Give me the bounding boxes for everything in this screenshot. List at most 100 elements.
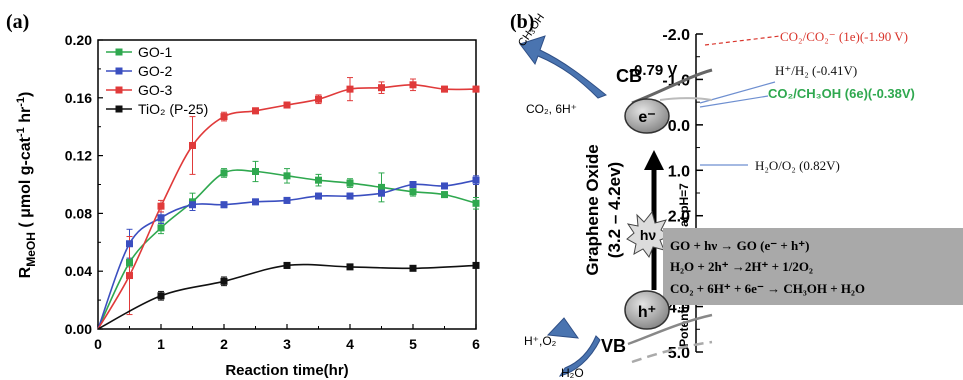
legend-swatch-marker [115, 67, 123, 75]
potential-tick-label: -1.0 [662, 72, 690, 89]
y-axis-title-close: ) [17, 92, 34, 97]
level-label-co2-radical: CO₂/CO₂⁻ (1e)(-1.90 V) [780, 29, 908, 44]
y-tick-label: 0.12 [65, 148, 92, 164]
data-point [346, 192, 354, 200]
series-markers [126, 81, 480, 300]
data-point [220, 113, 228, 121]
y-tick-label: 0.20 [65, 32, 92, 48]
bandgap-label: (3.2 – 4.2ev) [605, 162, 624, 258]
data-point [472, 261, 480, 269]
reaction-line-3: CO₂ + 6H⁺ + 6e⁻ → CH₃OH + H₂O [670, 281, 865, 296]
y-axis-title-sup1: -1 [15, 127, 27, 137]
data-point [409, 181, 417, 188]
band-diagram: -2.0-1.00.01.02.03.04.05.0 Potential Vs … [516, 12, 963, 380]
y-axis-ticks: 0.00 0.04 0.08 0.12 0.16 0.20 [65, 32, 103, 337]
legend-label: GO-1 [138, 44, 172, 60]
legend-swatch-marker [115, 105, 123, 113]
series-line-3 [97, 263, 477, 330]
data-point [441, 85, 448, 93]
y-axis-title-sub: MeOH [24, 232, 38, 267]
data-point [126, 259, 133, 267]
data-point [283, 196, 291, 204]
data-point [378, 84, 385, 92]
x-tick-label: 5 [409, 336, 417, 352]
data-point [441, 182, 448, 190]
data-point [472, 176, 480, 184]
x-tick-label: 2 [220, 336, 228, 352]
vb-band-curve-dashed [631, 340, 713, 364]
y-axis-title-main: R [17, 266, 34, 278]
chart-legend: GO-1 GO-2 GO-3 TiO₂ (P-25) [106, 44, 208, 117]
y-axis-title-sup2: -1 [15, 97, 27, 107]
y-tick-label: 0.04 [65, 263, 92, 279]
legend-swatch-marker [115, 86, 123, 94]
data-point [157, 214, 165, 222]
legend-label: GO-3 [138, 82, 172, 98]
cb-label: CB [616, 66, 642, 86]
panel-a-label: (a) [6, 11, 29, 33]
data-point [409, 81, 417, 89]
data-point [220, 169, 228, 177]
data-point [220, 277, 228, 285]
reaction-line-1: GO + hν → GO (e⁻ + h⁺) [670, 238, 809, 253]
photon-burst [626, 210, 672, 259]
top-reactants-label: CO₂, 6H⁺ [526, 102, 577, 116]
photon-label: hν [640, 227, 657, 243]
data-point [189, 201, 196, 209]
legend-label: GO-2 [138, 63, 172, 79]
reduction-arrow [519, 35, 607, 99]
data-point [252, 198, 259, 206]
data-point [409, 264, 417, 272]
data-point [157, 202, 165, 210]
potential-tick-label: 0.0 [668, 118, 690, 135]
x-tick-label: 0 [94, 336, 102, 352]
cb-band-curve-2 [659, 97, 713, 101]
y-axis-title-mid: hr [17, 107, 34, 127]
level-line-co2-radical [704, 35, 781, 46]
data-point [283, 101, 291, 109]
data-point [346, 263, 354, 271]
material-label: Graphene Oxide [583, 144, 602, 275]
data-point [126, 240, 133, 248]
data-point [157, 224, 165, 232]
vb-label: VB [601, 336, 626, 356]
cb-potential: -0.79 V [629, 62, 677, 79]
x-axis-ticks: 0 1 2 3 4 5 6 [94, 324, 480, 352]
data-point [378, 189, 385, 197]
potential-tick-label: 2.0 [668, 209, 690, 226]
potential-tick-label: -2.0 [662, 27, 690, 44]
level-line-ch3oh [699, 95, 769, 108]
y-axis-title: RMeOH ( μmol g-cat-1 hr-1) [15, 92, 38, 279]
y-axis-title-unit: ( μmol g-cat [17, 136, 34, 232]
series-line-2 [97, 83, 477, 330]
data-point [283, 172, 291, 180]
data-point [346, 85, 354, 93]
bottom-reactant-label: H₂O [561, 366, 584, 380]
level-line-h2 [699, 81, 776, 104]
reaction-line-2: H₂O + 2h⁺ →2H⁺ + 1/2O₂ [670, 259, 813, 274]
oxidation-arrow [546, 317, 601, 377]
bottom-product-label: H⁺,O₂ [524, 334, 557, 348]
x-tick-label: 1 [157, 336, 165, 352]
level-label-ch3oh: CO₂/CH₃OH (6e)(-0.38V) [768, 86, 915, 101]
vb-band-curve [627, 313, 713, 346]
potential-tick-label: 1.0 [668, 163, 690, 180]
panel-b-label: (b) [510, 11, 534, 33]
data-point [252, 107, 259, 115]
legend-swatch-marker [115, 48, 123, 56]
data-point [220, 201, 228, 209]
potential-tick-label: 5.0 [668, 345, 690, 362]
data-point [315, 95, 322, 103]
hole-sphere [624, 290, 670, 330]
data-point [315, 176, 322, 184]
x-tick-label: 6 [472, 336, 480, 352]
data-point [472, 85, 480, 93]
data-point [346, 179, 354, 187]
data-point [378, 183, 385, 191]
electron-label: e⁻ [638, 109, 655, 126]
data-point [252, 167, 259, 175]
legend-label: TiO₂ (P-25) [138, 101, 208, 117]
data-point [189, 141, 196, 149]
